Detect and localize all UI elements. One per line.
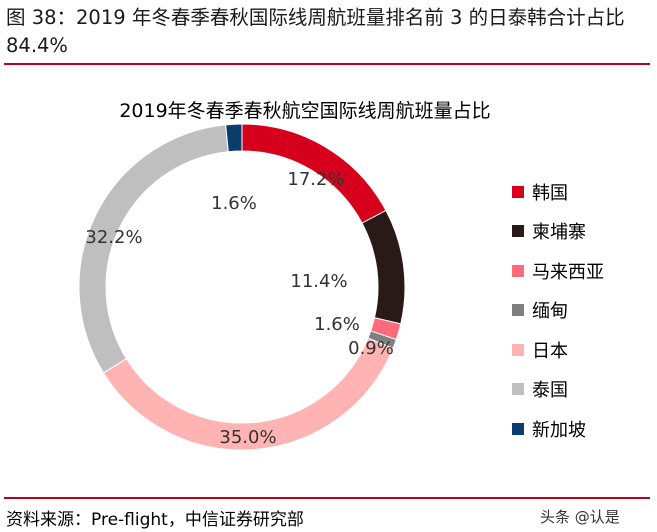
slice-缅甸-value-label: 0.9%	[348, 338, 394, 359]
legend-label: 日本	[532, 340, 568, 362]
legend-label: 新加坡	[532, 419, 586, 441]
watermark: 头条 @认是	[540, 508, 620, 526]
source-note: 资料来源：Pre-flight，中信证券研究部	[6, 510, 304, 530]
slice-泰国-value-label: 32.2%	[85, 227, 142, 248]
chart-legend: 韩国柬埔寨马来西亚缅甸日本泰国新加坡	[512, 172, 604, 449]
donut-slices	[78, 123, 406, 451]
legend-item-马来西亚: 马来西亚	[512, 251, 604, 291]
legend-label: 缅甸	[532, 301, 568, 323]
legend-label: 马来西亚	[532, 261, 604, 283]
slice-柬埔寨-value-label: 11.4%	[290, 271, 347, 292]
title-divider	[4, 63, 650, 65]
slice-马来西亚-value-label: 1.6%	[314, 314, 360, 335]
legend-item-缅甸: 缅甸	[512, 291, 604, 331]
slice-柬埔寨	[361, 209, 406, 325]
legend-swatch	[512, 185, 524, 198]
legend-swatch	[512, 343, 524, 356]
legend-swatch	[512, 422, 524, 435]
source-divider	[4, 497, 650, 499]
legend-item-日本: 日本	[512, 330, 604, 370]
slice-韩国-value-label: 17.2%	[287, 169, 344, 190]
slice-泰国	[78, 124, 229, 374]
legend-item-泰国: 泰国	[512, 370, 604, 410]
legend-swatch	[512, 304, 524, 317]
chart-title: 2019年冬春季春秋航空国际线周航班量占比	[119, 100, 491, 122]
legend-swatch	[512, 383, 524, 396]
legend-label: 泰国	[532, 380, 568, 402]
slice-新加坡-value-label: 1.6%	[211, 193, 257, 214]
figure-title: 图 38：2019 年冬春季春秋国际线周航班量排名前 3 的日泰韩合计占比 84…	[6, 6, 625, 57]
legend-item-新加坡: 新加坡	[512, 409, 604, 449]
legend-swatch	[512, 264, 524, 277]
legend-label: 韩国	[532, 182, 568, 204]
legend-item-韩国: 韩国	[512, 172, 604, 212]
slice-日本-value-label: 35.0%	[219, 427, 276, 448]
legend-label: 柬埔寨	[532, 222, 586, 244]
legend-swatch	[512, 225, 524, 238]
slice-新加坡	[225, 123, 243, 153]
slice-labels: 17.2% 11.4% 1.6% 0.9% 35.0% 32.2% 1.6%	[85, 169, 393, 448]
legend-item-柬埔寨: 柬埔寨	[512, 212, 604, 252]
